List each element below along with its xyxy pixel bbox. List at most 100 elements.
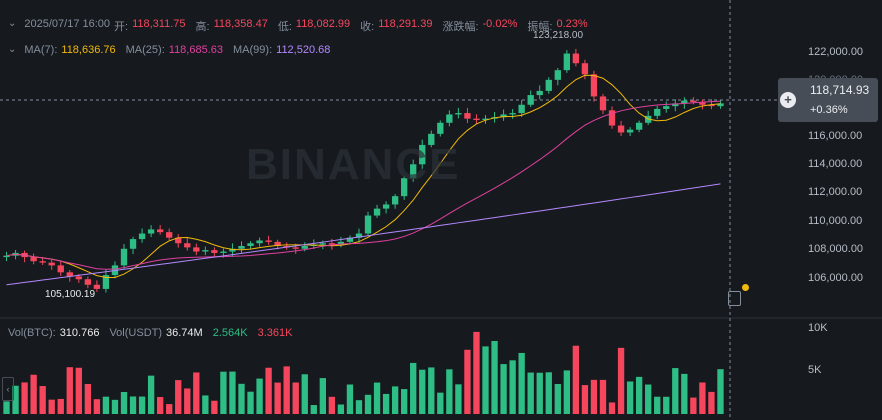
candle-body: [147, 229, 155, 234]
volume-bar: [310, 405, 317, 414]
candle-body: [337, 241, 345, 245]
candle-body: [690, 100, 697, 102]
notification-dot-icon: [742, 284, 749, 291]
volume-bar: [84, 383, 92, 414]
volume-bar: [473, 331, 480, 414]
volume-bar: [30, 374, 37, 414]
vol-usdt-label: Vol(USDT): [109, 327, 163, 339]
volume-bar: [319, 378, 326, 414]
add-alert-button[interactable]: +: [780, 92, 796, 108]
volume-bars-group: [3, 331, 724, 414]
watermark: BINANCE: [246, 140, 461, 189]
volume-bar: [12, 385, 19, 414]
ma99-label: MA(99):: [233, 44, 273, 56]
candle-body: [193, 247, 200, 252]
volume-bar: [247, 391, 254, 414]
high-marker-label: 123,218.00: [533, 30, 584, 41]
candle-body: [446, 114, 453, 123]
amp-label: 振幅:: [527, 21, 553, 33]
volume-bar: [717, 369, 724, 414]
ma7-value: 118,636.76: [61, 44, 116, 56]
volume-bar: [681, 373, 688, 414]
volume-bar: [93, 399, 101, 414]
volume-tick: 5K: [808, 364, 822, 376]
volume-bar: [401, 389, 408, 414]
candle-body: [328, 243, 336, 245]
volume-bar: [220, 371, 227, 414]
calendar-icon[interactable]: [728, 291, 741, 306]
low-value: 118,082.99: [295, 18, 351, 30]
chevron-down-icon[interactable]: ⌄: [8, 44, 17, 55]
candle-body: [464, 113, 471, 119]
volume-bar: [328, 396, 336, 414]
price-tick: 116,000.00: [808, 130, 863, 142]
scroll-left-button[interactable]: ‹: [2, 377, 14, 401]
candle-body: [382, 204, 390, 209]
price-tick: 122,000.00: [808, 46, 864, 58]
candle-body: [355, 233, 363, 238]
candle-body: [401, 178, 408, 197]
ma7-label: MA(7):: [24, 44, 58, 56]
volume-bar: [635, 376, 643, 414]
chevron-down-icon[interactable]: ⌄: [8, 18, 17, 29]
open-value: 118,311.75: [132, 18, 186, 30]
vol-btc-label: Vol(BTC):: [8, 327, 56, 339]
candle-body: [229, 248, 236, 252]
volume-bar: [410, 362, 417, 414]
candle-body: [572, 53, 580, 64]
volume-bar: [292, 382, 299, 414]
volume-bar: [626, 381, 634, 414]
change-value: -0.02%: [482, 18, 518, 30]
candle-body: [554, 70, 561, 80]
candle-body: [509, 113, 516, 115]
volume-bar: [193, 372, 200, 414]
volume-bar: [491, 340, 498, 414]
volume-bar: [147, 375, 155, 414]
price-tick: 110,000.00: [808, 215, 863, 227]
candle-body: [220, 251, 227, 253]
volume-bar: [211, 400, 218, 414]
volume-bar: [283, 366, 290, 414]
candle-body: [518, 104, 525, 114]
candle-body: [3, 255, 10, 258]
candle-body: [717, 103, 724, 107]
vol-buy-value: 2.564K: [212, 327, 248, 339]
candle-body: [75, 276, 82, 280]
price-tick: 106,000.00: [808, 272, 864, 284]
candle-body: [138, 233, 146, 240]
candle-body: [545, 79, 552, 91]
volume-bar: [120, 391, 128, 414]
candle-body: [373, 208, 381, 216]
volume-bar: [156, 397, 164, 414]
volume-bar: [256, 378, 263, 414]
candle-body: [57, 265, 64, 273]
volume-bar: [111, 399, 119, 414]
volume-bar: [690, 397, 697, 414]
vol-usdt-value: 36.74M: [166, 327, 203, 339]
candle-body: [319, 243, 326, 245]
candle-body: [410, 164, 417, 179]
candle-body: [211, 250, 218, 253]
volume-bar: [708, 391, 715, 414]
volume-bar: [654, 396, 661, 414]
candle-body: [364, 215, 372, 234]
candle-body: [238, 246, 245, 249]
volume-bar: [536, 372, 543, 414]
volume-bar: [482, 346, 489, 414]
volume-bar: [382, 393, 390, 414]
volume-bar: [645, 384, 652, 414]
volume-bar: [518, 352, 525, 414]
volume-bar: [663, 396, 670, 414]
candles-group: [3, 48, 724, 293]
volume-bar: [166, 404, 173, 414]
ma-legend: ⌄ MA(7): 118,636.76 MA(25): 118,685.63 MA(…: [8, 44, 330, 56]
candle-body: [699, 102, 706, 105]
volume-bar: [184, 388, 191, 414]
candle-body: [681, 100, 688, 104]
volume-bar: [446, 369, 453, 414]
ma-lines-group: [6, 74, 721, 286]
volume-bar: [437, 392, 444, 414]
high-label: 高:: [195, 21, 210, 33]
